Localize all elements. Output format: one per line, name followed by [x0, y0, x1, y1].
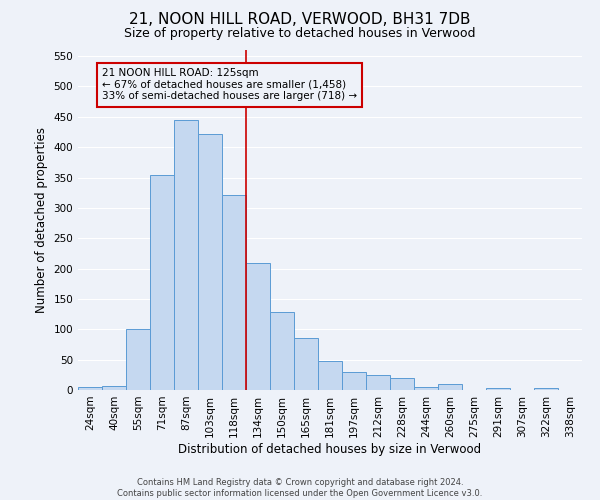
X-axis label: Distribution of detached houses by size in Verwood: Distribution of detached houses by size … — [178, 442, 482, 456]
Bar — [126, 328, 150, 390]
Bar — [366, 375, 390, 390]
Y-axis label: Number of detached properties: Number of detached properties — [35, 127, 48, 313]
Bar — [150, 175, 174, 390]
Bar — [318, 361, 342, 390]
Bar — [438, 384, 462, 390]
Text: Size of property relative to detached houses in Verwood: Size of property relative to detached ho… — [124, 28, 476, 40]
Bar — [222, 194, 246, 390]
Bar — [414, 387, 438, 390]
Bar — [246, 263, 270, 390]
Bar — [78, 387, 102, 390]
Bar — [198, 134, 222, 390]
Bar — [342, 372, 366, 390]
Bar — [294, 338, 318, 390]
Text: 21, NOON HILL ROAD, VERWOOD, BH31 7DB: 21, NOON HILL ROAD, VERWOOD, BH31 7DB — [129, 12, 471, 28]
Bar — [102, 386, 126, 390]
Text: 21 NOON HILL ROAD: 125sqm
← 67% of detached houses are smaller (1,458)
33% of se: 21 NOON HILL ROAD: 125sqm ← 67% of detac… — [102, 68, 357, 102]
Bar — [486, 388, 510, 390]
Bar — [174, 120, 198, 390]
Text: Contains HM Land Registry data © Crown copyright and database right 2024.
Contai: Contains HM Land Registry data © Crown c… — [118, 478, 482, 498]
Bar — [270, 312, 294, 390]
Bar — [534, 388, 558, 390]
Bar — [390, 378, 414, 390]
